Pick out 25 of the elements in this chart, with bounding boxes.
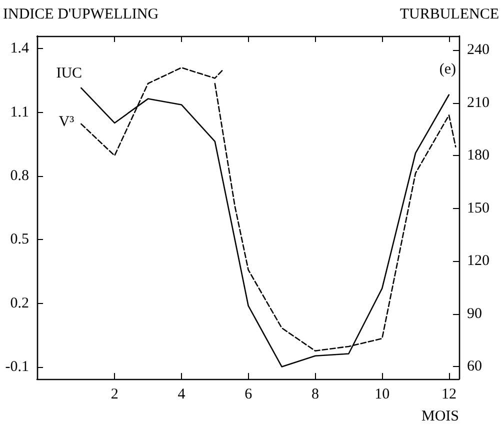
x-tick-label: 8: [311, 386, 319, 402]
y-tick-label: 1.1: [10, 104, 29, 120]
y-tick-label: 0.2: [10, 295, 29, 312]
series-label: IUC: [56, 65, 82, 82]
x-axis-title: MOIS: [421, 408, 459, 424]
series-label: V³: [58, 114, 75, 130]
y2-tick-label: 240: [467, 42, 490, 58]
y2-axis-title: TURBULENCE: [400, 6, 499, 22]
x-tick-label: 12: [441, 386, 456, 402]
x-tick-label: 2: [110, 386, 118, 402]
y2-tick-label: 180: [467, 148, 490, 164]
y2-tick-label: 90: [467, 306, 482, 322]
y2-tick-label: 150: [467, 200, 490, 216]
y-tick-label: 1.4: [10, 40, 30, 57]
x-tick-label: 6: [244, 386, 253, 402]
x-tick-label: 4: [178, 386, 186, 402]
y2-tick-label: 210: [467, 94, 490, 111]
x-tick-label: 10: [374, 386, 390, 402]
annotation: (e): [439, 62, 456, 78]
y-tick-label: 0.8: [10, 168, 29, 184]
y2-tick-label: 60: [467, 358, 482, 375]
y-tick-label: 0.5: [10, 232, 29, 248]
y2-tick-label: 120: [467, 253, 490, 270]
y-tick-label: -0.1: [5, 358, 29, 375]
y-axis-title: INDICE D'UPWELLING: [3, 6, 159, 22]
